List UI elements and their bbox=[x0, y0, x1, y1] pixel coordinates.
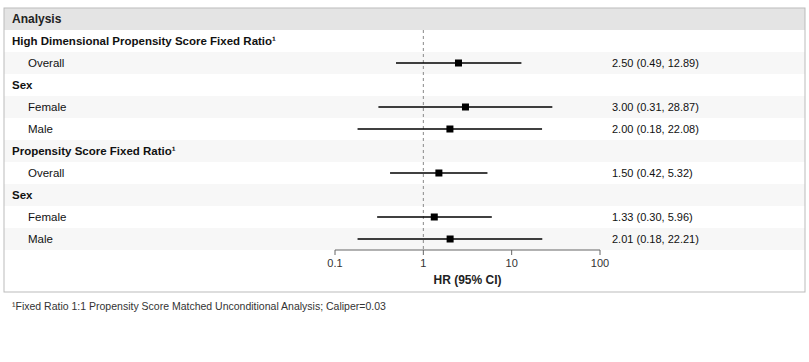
x-tick bbox=[335, 250, 336, 255]
point-estimate bbox=[462, 104, 469, 111]
point-estimate bbox=[435, 170, 442, 177]
row-stripe bbox=[4, 140, 805, 162]
point-estimate bbox=[455, 60, 462, 67]
x-tick-label: 1 bbox=[420, 257, 426, 269]
row-label: Sex bbox=[12, 79, 33, 91]
row-stripe bbox=[4, 52, 805, 74]
point-estimate bbox=[446, 126, 453, 133]
footnote: ¹Fixed Ratio 1:1 Propensity Score Matche… bbox=[12, 300, 386, 312]
row-label: Male bbox=[28, 123, 53, 135]
x-tick-label: 100 bbox=[591, 257, 609, 269]
x-axis-label: HR (95% CI) bbox=[433, 273, 501, 287]
x-axis bbox=[335, 250, 600, 251]
point-estimate bbox=[447, 236, 454, 243]
chart: Analysis 0.1 1 10 100 HR (95% CI) High Dimensi… bbox=[0, 0, 809, 362]
point-estimate bbox=[431, 214, 438, 221]
row-label: High Dimensional Propensity Score Fixed … bbox=[12, 35, 276, 47]
row-label: Overall bbox=[28, 167, 64, 179]
x-tick bbox=[511, 250, 512, 255]
value-label: 2.50 (0.49, 12.89) bbox=[612, 57, 699, 69]
x-tick-label: 0.1 bbox=[327, 257, 342, 269]
x-tick-label: 10 bbox=[506, 257, 518, 269]
value-label: 1.33 (0.30, 5.96) bbox=[612, 211, 693, 223]
row-label: Female bbox=[28, 211, 66, 223]
column-header: Analysis bbox=[12, 12, 62, 26]
row-stripe bbox=[4, 228, 805, 250]
row-label: Sex bbox=[12, 189, 33, 201]
marks bbox=[358, 60, 553, 243]
header-band bbox=[4, 8, 805, 30]
row-label: Propensity Score Fixed Ratio¹ bbox=[12, 145, 176, 157]
x-tick bbox=[600, 250, 601, 255]
value-label: 3.00 (0.31, 28.87) bbox=[612, 101, 699, 113]
row-label: Male bbox=[28, 233, 53, 245]
row-stripe bbox=[4, 96, 805, 118]
row-label: Female bbox=[28, 101, 66, 113]
border bbox=[4, 8, 805, 292]
value-label: 2.01 (0.18, 22.21) bbox=[612, 233, 699, 245]
row-label: Overall bbox=[28, 57, 64, 69]
value-label: 1.50 (0.42, 5.32) bbox=[612, 167, 693, 179]
x-tick bbox=[423, 250, 424, 255]
row-stripe bbox=[4, 184, 805, 206]
value-label: 2.00 (0.18, 22.08) bbox=[612, 123, 699, 135]
